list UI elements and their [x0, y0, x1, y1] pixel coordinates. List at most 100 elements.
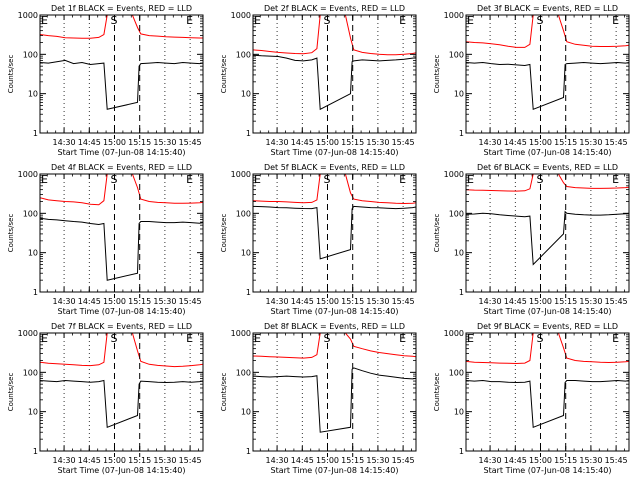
y-tick-label: 100 [23, 50, 38, 59]
lld-series-line [253, 174, 416, 205]
corner-marker-label: E [467, 332, 474, 345]
x-tick-label: 15:00 [529, 456, 552, 465]
y-tick-label: 100 [449, 368, 464, 377]
lld-series-line [253, 15, 416, 56]
start-marker-label: S [536, 332, 543, 345]
y-tick-label: 1 [246, 288, 251, 297]
end-marker-label: E [612, 173, 619, 186]
x-tick-label: 14:30 [53, 456, 76, 465]
series-group [40, 15, 203, 110]
x-tick-label: 15:30 [153, 138, 176, 147]
series-group [466, 333, 629, 429]
lld-series-line [253, 333, 416, 359]
y-tick-label: 10 [28, 90, 38, 99]
plot-frame [465, 14, 630, 134]
end-marker-label: E [186, 14, 193, 27]
x-axis-label: Start Time (07-Jun-08 14:15:40) [58, 148, 186, 157]
corner-marker-label: E [467, 173, 474, 186]
plot-frame [252, 14, 417, 134]
x-tick-label: 14:30 [266, 456, 289, 465]
end-marker-label: E [612, 14, 619, 27]
start-marker-label: S [323, 173, 330, 186]
series-group [253, 15, 416, 111]
lld-series-line [466, 174, 629, 192]
x-tick-label: 15:30 [153, 297, 176, 306]
x-tick-label: 15:00 [316, 297, 339, 306]
y-tick-label: 1 [459, 129, 464, 138]
lld-series-line [40, 174, 203, 206]
end-marker-label: E [399, 14, 406, 27]
x-tick-label: 15:00 [316, 138, 339, 147]
y-axis-label: Counts/sec [7, 373, 15, 412]
x-axis-label: Start Time (07-Jun-08 14:15:40) [271, 148, 399, 157]
x-tick-label: 15:30 [366, 456, 389, 465]
panel-title: Det 7f BLACK = Events, RED = LLD [51, 322, 192, 331]
x-tick-label: 15:15 [341, 138, 364, 147]
y-tick-label: 1000 [231, 329, 251, 338]
corner-marker-label: E [254, 332, 261, 345]
corner-marker-label: E [467, 14, 474, 27]
x-axis-label: Start Time (07-Jun-08 14:15:40) [58, 307, 186, 316]
x-tick-label: 14:45 [291, 456, 314, 465]
plot-frame [39, 332, 204, 452]
y-axis-label: Counts/sec [433, 55, 441, 94]
start-marker-label: S [110, 14, 117, 27]
lld-series-line [466, 15, 629, 48]
panel-title: Det 4f BLACK = Events, RED = LLD [51, 163, 192, 172]
y-tick-label: 1 [246, 447, 251, 456]
y-axis-label: Counts/sec [220, 214, 228, 253]
corner-marker-label: E [41, 173, 48, 186]
x-tick-label: 15:00 [103, 456, 126, 465]
y-tick-label: 1 [33, 288, 38, 297]
x-tick-label: 15:45 [179, 297, 202, 306]
x-tick-label: 15:45 [179, 456, 202, 465]
x-tick-label: 15:15 [554, 138, 577, 147]
y-tick-label: 100 [449, 209, 464, 218]
series-group [466, 15, 629, 111]
x-tick-label: 15:30 [579, 456, 602, 465]
y-tick-label: 100 [236, 209, 251, 218]
y-tick-label: 1000 [444, 170, 464, 179]
plot-frame [39, 14, 204, 134]
x-axis-label: Start Time (07-Jun-08 14:15:40) [271, 466, 399, 475]
events-series-line [466, 379, 629, 429]
corner-marker-label: E [254, 173, 261, 186]
events-series-line [466, 61, 629, 111]
y-tick-label: 10 [28, 408, 38, 417]
series-group [253, 333, 416, 433]
x-tick-label: 15:30 [153, 456, 176, 465]
x-tick-label: 14:30 [479, 297, 502, 306]
series-group [253, 174, 416, 260]
x-tick-label: 15:30 [366, 297, 389, 306]
y-axis-label: Counts/sec [433, 214, 441, 253]
y-tick-label: 100 [23, 209, 38, 218]
x-tick-label: 14:30 [266, 297, 289, 306]
y-tick-label: 1000 [18, 170, 38, 179]
x-tick-label: 14:45 [78, 456, 101, 465]
panel-title: Det 8f BLACK = Events, RED = LLD [264, 322, 405, 331]
x-tick-label: 15:45 [392, 297, 415, 306]
plot-frame [39, 173, 204, 293]
events-series-line [253, 54, 416, 111]
y-tick-label: 100 [236, 368, 251, 377]
x-tick-label: 14:45 [291, 138, 314, 147]
y-tick-label: 1000 [231, 170, 251, 179]
x-tick-label: 14:45 [291, 297, 314, 306]
y-tick-label: 100 [449, 50, 464, 59]
events-series-line [40, 217, 203, 281]
start-marker-label: S [323, 332, 330, 345]
y-tick-label: 10 [454, 408, 464, 417]
y-tick-label: 10 [241, 249, 251, 258]
x-axis-label: Start Time (07-Jun-08 14:15:40) [484, 148, 612, 157]
x-tick-label: 15:45 [605, 297, 628, 306]
y-tick-label: 1000 [18, 11, 38, 20]
events-series-line [253, 367, 416, 433]
y-tick-label: 10 [28, 249, 38, 258]
end-marker-label: E [186, 332, 193, 345]
x-tick-label: 14:45 [504, 138, 527, 147]
events-series-line [466, 210, 629, 266]
x-tick-label: 15:00 [316, 456, 339, 465]
